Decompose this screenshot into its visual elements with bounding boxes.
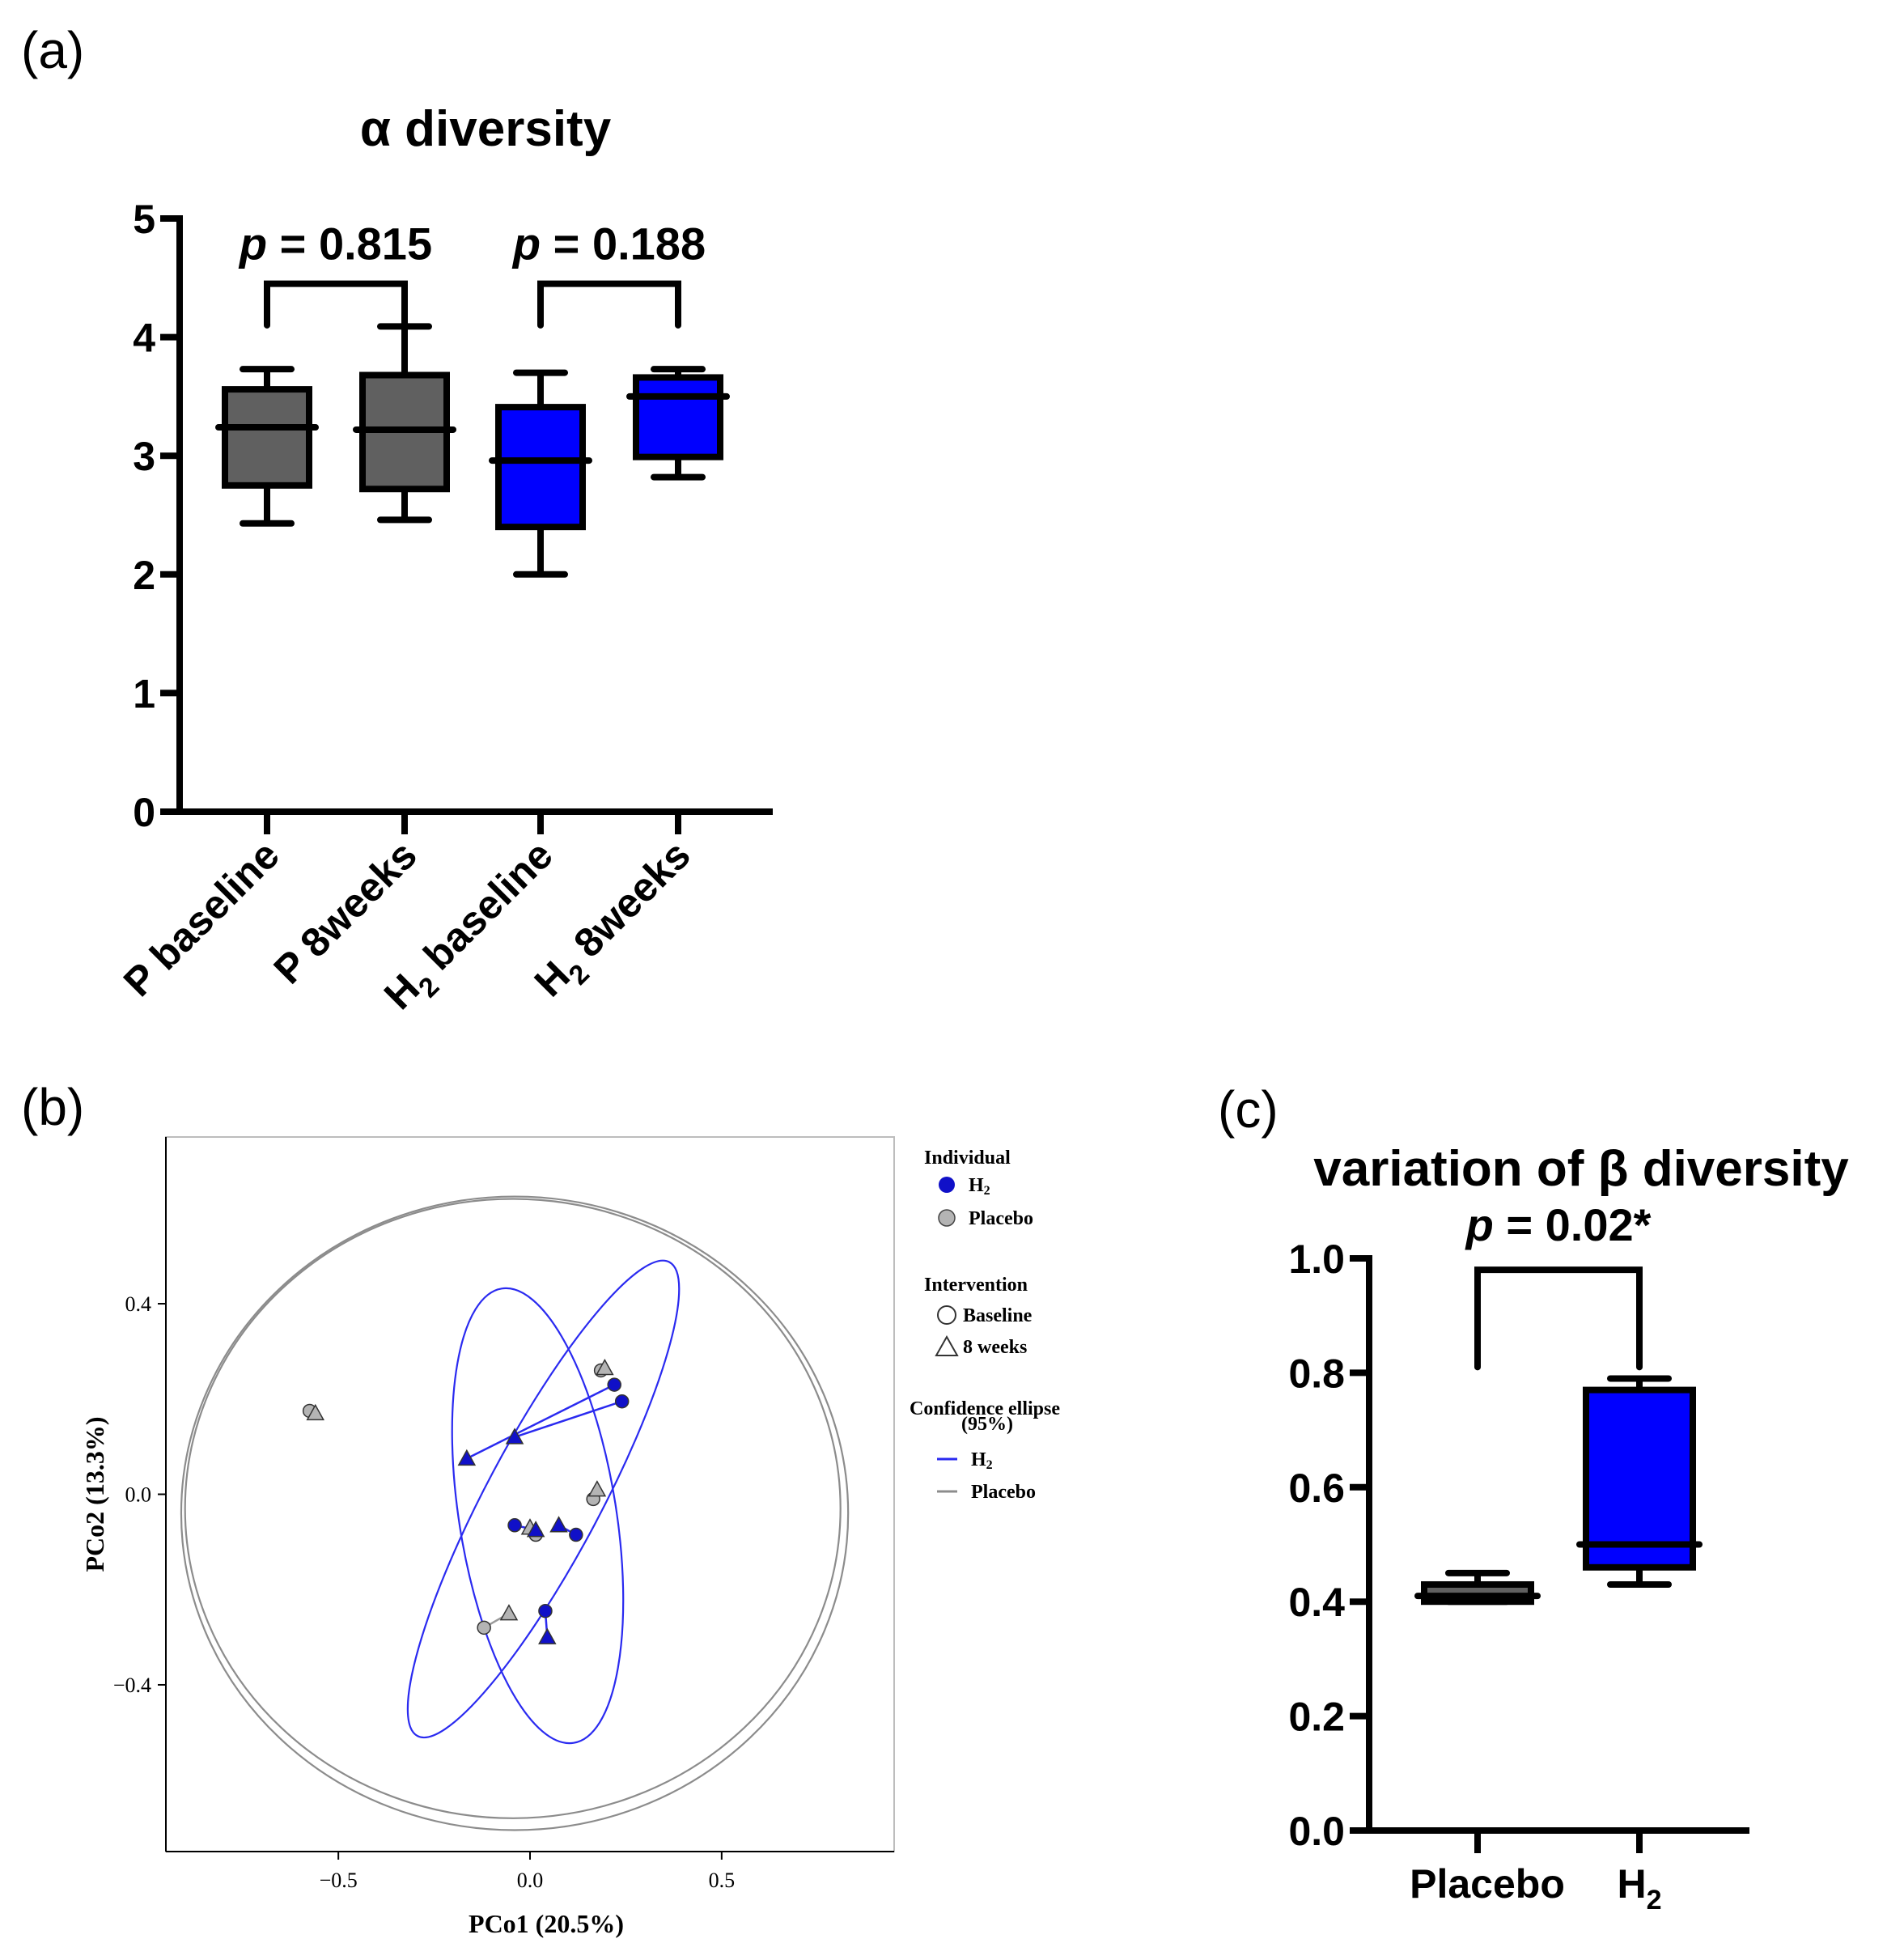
- pair-line: [466, 1383, 615, 1460]
- legend-placebo-marker: [938, 1209, 956, 1227]
- x-category-label: P baseline: [115, 832, 288, 1005]
- point-8weeks-h2: [505, 1428, 524, 1445]
- significance-bracket: [1474, 1266, 1643, 1371]
- p-value-label: p = 0.02*: [1465, 1199, 1652, 1250]
- point-8weeks-h2: [538, 1627, 557, 1644]
- y-tick-label: −0.4: [113, 1674, 151, 1697]
- x-tick-label: −0.5: [320, 1869, 358, 1892]
- y-tick-label: 0.0: [1288, 1809, 1345, 1854]
- point-baseline-h2: [538, 1603, 553, 1618]
- legend-placebo-label: Placebo: [969, 1208, 1033, 1229]
- legend-baseline-label: Baseline: [963, 1305, 1033, 1326]
- y-tick-label: 0.8: [1288, 1351, 1345, 1396]
- legend-h2-label: H2: [969, 1175, 990, 1198]
- x-tick-label: 0.0: [517, 1869, 544, 1892]
- x-tick-label: 0.5: [709, 1869, 736, 1892]
- box-iqr: [222, 386, 312, 489]
- point-8weeks-placebo: [587, 1480, 607, 1497]
- confidence-ellipse-placebo: [184, 1198, 842, 1819]
- panel-c-title: variation of β diversity: [1313, 1141, 1849, 1197]
- y-tick-label: 5: [133, 197, 155, 242]
- y-tick-label: 1.0: [1288, 1237, 1345, 1282]
- point-baseline-placebo: [477, 1620, 491, 1635]
- pair-line: [514, 1400, 623, 1439]
- legend-ellipse-title-line2: (95%): [961, 1414, 1013, 1435]
- plot-frame: [165, 1136, 895, 1852]
- p-value-label: p = 0.188: [511, 218, 706, 269]
- panel-b-plot: −0.5 0.0 0.5 −0.4 0.0 0.4 PCo1 (20.5%) PCo2 (13…: [80, 1136, 895, 1938]
- y-tick-label: 0: [133, 790, 155, 835]
- x-category-label: P 8weeks: [265, 832, 426, 992]
- box-iqr: [1583, 1386, 1696, 1571]
- point-baseline-h2: [607, 1377, 621, 1392]
- point-8weeks-placebo: [306, 1403, 325, 1421]
- panel-c-label: (c): [1218, 1080, 1279, 1139]
- point-8weeks-h2: [549, 1516, 568, 1533]
- x-category-label: Placebo: [1410, 1861, 1565, 1907]
- box-iqr: [495, 404, 586, 531]
- point-8weeks-placebo: [499, 1604, 519, 1621]
- legend-8weeks-marker: [935, 1334, 959, 1356]
- legend-baseline-marker: [937, 1305, 956, 1325]
- p-value-label: p = 0.815: [238, 218, 432, 269]
- panel-a-title: α diversity: [360, 101, 612, 157]
- point-8weeks-placebo: [596, 1358, 614, 1376]
- confidence-ellipse-h2: [406, 1259, 681, 1739]
- panel-a-label: (a): [21, 21, 84, 79]
- y-tick-label: 0.6: [1288, 1466, 1345, 1511]
- point-baseline-h2: [507, 1518, 522, 1533]
- legend-h2-marker: [939, 1177, 955, 1193]
- y-tick-label: 1: [133, 671, 155, 716]
- legend-individual-title: Individual: [924, 1148, 1011, 1169]
- y-tick-label: 0.4: [1288, 1580, 1345, 1625]
- legend-ellipse-placebo-label: Placebo: [971, 1482, 1036, 1503]
- confidence-ellipse-h2: [451, 1287, 625, 1745]
- y-tick-label: 4: [133, 316, 155, 361]
- y-tick-label: 0.0: [125, 1483, 152, 1507]
- legend-8weeks-label: 8 weeks: [963, 1337, 1027, 1358]
- legend-ellipse-title-line1: Confidence ellipse: [910, 1398, 1060, 1419]
- significance-bracket: [537, 280, 681, 329]
- panel-b-label: (b): [21, 1078, 84, 1136]
- y-tick-label: 0.2: [1288, 1695, 1345, 1740]
- box-iqr: [633, 374, 723, 460]
- panel-c-plot: 0.0 0.2 0.4 0.6 0.8 1.0 p = 0.02* Placebo H2: [1288, 1199, 1749, 1915]
- x-category-label: H2: [1617, 1861, 1661, 1915]
- y-tick-label: 2: [133, 553, 155, 598]
- confidence-ellipse-placebo: [180, 1195, 850, 1831]
- legend-intervention-title: Intervention: [924, 1275, 1028, 1296]
- x-axis-label: PCo1 (20.5%): [469, 1909, 624, 1938]
- point-baseline-h2: [569, 1527, 583, 1542]
- panel-b-legend: Individual H2 Placebo Intervention Basel…: [910, 1148, 1060, 1503]
- y-tick-label: 0.4: [125, 1292, 152, 1316]
- point-8weeks-h2: [457, 1449, 477, 1466]
- point-8weeks-h2: [526, 1521, 545, 1538]
- y-axis-label: PCo2 (13.3%): [80, 1417, 109, 1572]
- legend-ellipse-h2-label: H2: [971, 1449, 993, 1472]
- y-tick-label: 3: [133, 434, 155, 479]
- significance-bracket: [264, 280, 408, 329]
- point-baseline-h2: [614, 1394, 630, 1409]
